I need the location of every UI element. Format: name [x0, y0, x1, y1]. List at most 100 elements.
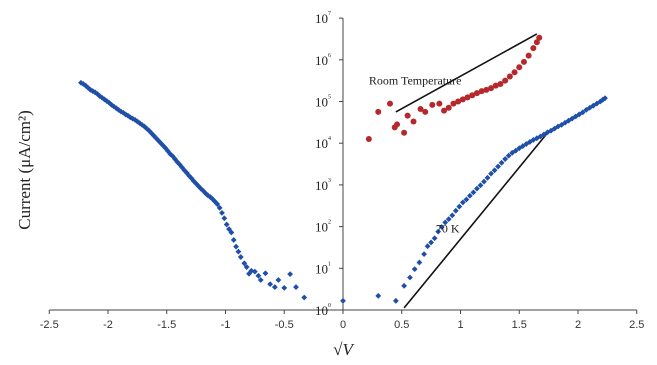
data-point: [155, 137, 162, 144]
data-point: [188, 175, 195, 182]
data-point: [113, 105, 120, 112]
data-point: [404, 112, 411, 119]
data-point: [392, 297, 399, 304]
data-point: [506, 73, 513, 80]
data-point: [407, 274, 413, 281]
data-point: [190, 178, 197, 185]
data-point: [143, 125, 150, 132]
x-tick-label: 0.5: [394, 319, 409, 331]
y-tick-exponent: 0: [328, 303, 331, 309]
data-point: [150, 132, 157, 139]
data-point: [120, 109, 127, 116]
data-point: [456, 203, 463, 210]
data-point: [207, 194, 214, 200]
x-tick-label: 2.5: [629, 319, 644, 331]
data-point: [593, 100, 600, 107]
data-point: [96, 93, 103, 99]
data-point: [492, 82, 499, 89]
data-point: [281, 284, 288, 291]
data-point: [219, 209, 225, 216]
data-point: [197, 185, 204, 192]
data-point: [237, 254, 244, 260]
data-point: [416, 259, 423, 266]
data-point: [125, 112, 131, 119]
data-point: [520, 58, 527, 65]
data-point: [106, 99, 113, 106]
y-tick-label: 100: [315, 303, 331, 318]
data-point: [115, 106, 122, 113]
y-tick-exponent: 6: [328, 53, 331, 59]
data-point: [340, 297, 346, 304]
y-tick-exponent: 7: [328, 11, 331, 17]
data-point: [459, 96, 466, 103]
data-point: [469, 92, 476, 99]
x-axis-title: √V: [333, 340, 355, 359]
data-point: [488, 85, 495, 92]
data-point: [248, 267, 255, 274]
data-point: [162, 145, 169, 152]
x-tick-label: -2.5: [40, 319, 59, 331]
y-tick-base: 10: [315, 220, 328, 235]
data-point: [438, 224, 445, 230]
data-point: [271, 284, 278, 290]
data-point: [428, 239, 435, 246]
y-tick-label: 101: [315, 261, 331, 276]
data-point: [243, 264, 250, 270]
fit-lines: [395, 33, 550, 309]
data-point: [478, 88, 485, 95]
y-tick-exponent: 5: [328, 95, 331, 101]
data-point: [464, 94, 471, 101]
y-tick-exponent: 1: [328, 261, 331, 267]
data-point: [441, 107, 448, 114]
data-point: [411, 266, 418, 273]
data-point: [293, 284, 299, 290]
data-point: [228, 229, 235, 236]
data-point: [533, 39, 540, 46]
data-point: [436, 100, 443, 107]
data-point: [463, 196, 470, 203]
data-point: [435, 228, 442, 235]
data-point: [101, 96, 108, 103]
data-point: [134, 118, 141, 125]
annotation-label: Room Temperature: [369, 74, 462, 88]
axes: [48, 17, 638, 314]
data-point: [495, 163, 501, 170]
x-tick-label: 0: [340, 319, 346, 331]
data-point: [241, 260, 248, 267]
data-point: [505, 152, 512, 159]
data-point: [455, 98, 462, 105]
x-tick-label: 1.5: [512, 319, 527, 331]
data-point: [186, 172, 192, 179]
data-point: [141, 123, 148, 130]
data-point: [226, 226, 232, 233]
data-point: [267, 281, 274, 288]
data-point: [422, 108, 429, 115]
x-tick-label: 1: [457, 319, 463, 331]
labels: -2.5 -2 -1.5 -1 -0.5 0 0.5 1 1.5 2 2.5100101102103…: [15, 11, 644, 359]
data-point: [417, 106, 424, 113]
y-tick-base: 10: [315, 136, 328, 151]
y-tick-base: 10: [315, 261, 328, 276]
data-point: [157, 140, 164, 147]
data-point: [262, 270, 269, 277]
data-point: [449, 212, 456, 219]
data-point: [516, 64, 523, 71]
data-point: [202, 190, 209, 197]
x-tick-label: -1: [221, 319, 231, 331]
data-point: [209, 196, 216, 202]
data-point: [421, 251, 427, 258]
data-point: [536, 34, 543, 41]
data-point: [484, 174, 491, 181]
data-point: [474, 185, 480, 192]
data-point: [530, 45, 537, 52]
data-point: [450, 100, 457, 107]
data-point: [204, 192, 211, 199]
data-point: [502, 77, 509, 84]
data-point: [287, 271, 294, 278]
data-point: [136, 120, 143, 127]
data-point: [511, 69, 518, 76]
data-point: [214, 201, 221, 207]
data-point: [512, 147, 519, 154]
data-point: [80, 81, 87, 87]
